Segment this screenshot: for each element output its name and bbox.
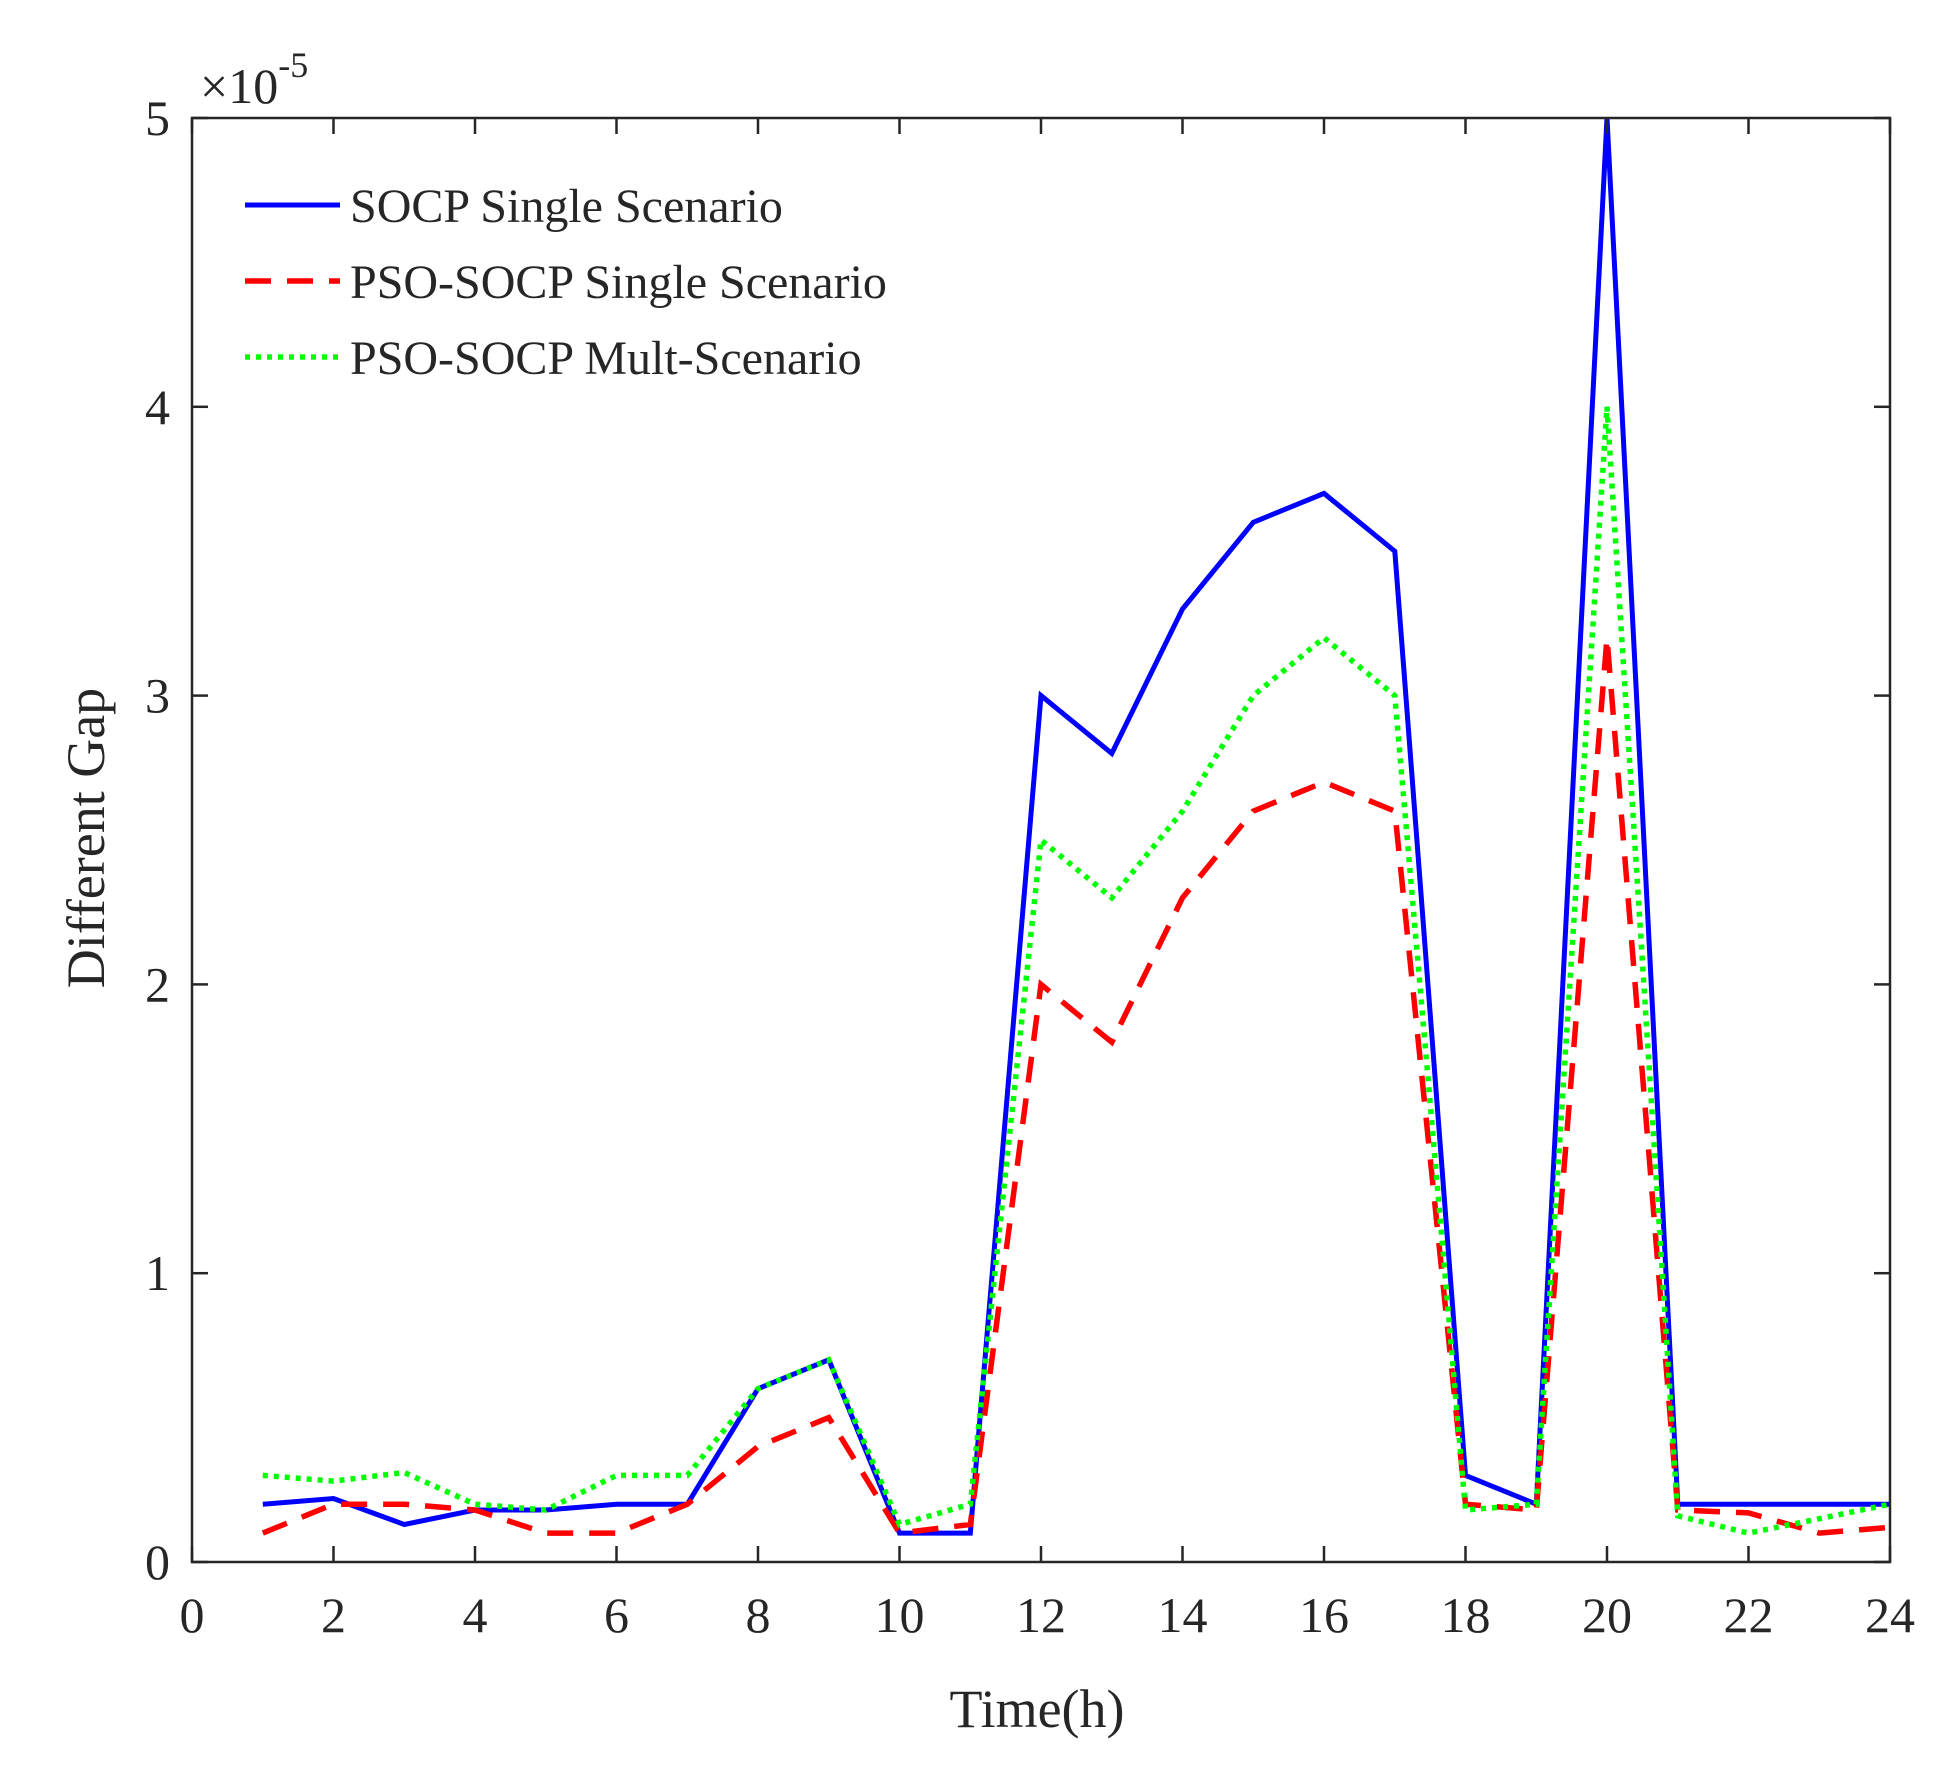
x-tick-label-22: 22 xyxy=(1724,1587,1774,1643)
legend-label-2: PSO-SOCP Single Scenario xyxy=(350,256,887,309)
y-tick-label-4: 4 xyxy=(145,379,170,435)
series-line-3 xyxy=(262,406,1891,1536)
legend-label-1: SOCP Single Scenario xyxy=(350,180,783,233)
x-tick-label-8: 8 xyxy=(746,1587,771,1643)
x-tick-label-10: 10 xyxy=(875,1587,925,1643)
x-tick-label-18: 18 xyxy=(1441,1587,1491,1643)
legend-label-3: PSO-SOCP Mult-Scenario xyxy=(350,332,862,385)
x-tick-label-12: 12 xyxy=(1016,1587,1066,1643)
plot-frame xyxy=(190,116,1892,1564)
series-line-2 xyxy=(261,637,1891,1537)
x-tick-label-4: 4 xyxy=(463,1587,488,1643)
y-exponent-label: ×10-5 xyxy=(200,45,308,114)
y-tick-label-3: 3 xyxy=(145,668,170,724)
y-tick-label-5: 5 xyxy=(145,90,170,146)
x-tick-label-0: 0 xyxy=(180,1587,205,1643)
y-tick-label-1: 1 xyxy=(145,1245,170,1301)
y-exponent-power: -5 xyxy=(278,45,308,85)
x-tick-label-20: 20 xyxy=(1582,1587,1632,1643)
x-tick-label-2: 2 xyxy=(321,1587,346,1643)
x-tick-label-14: 14 xyxy=(1158,1587,1208,1643)
y-tick-label-2: 2 xyxy=(145,956,170,1012)
y-axis-title: Different Gap xyxy=(56,688,116,988)
y-tick-label-0: 0 xyxy=(145,1534,170,1590)
y-exponent-base: ×10 xyxy=(200,58,278,114)
x-axis-title: Time(h) xyxy=(949,1679,1124,1739)
plot-lines xyxy=(261,117,1891,1537)
axis-ticks xyxy=(190,116,1892,1564)
x-tick-label-16: 16 xyxy=(1299,1587,1349,1643)
x-tick-label-6: 6 xyxy=(604,1587,629,1643)
x-tick-label-24: 24 xyxy=(1865,1587,1915,1643)
legend: SOCP Single Scenario PSO-SOCP Single Scen… xyxy=(245,180,887,385)
